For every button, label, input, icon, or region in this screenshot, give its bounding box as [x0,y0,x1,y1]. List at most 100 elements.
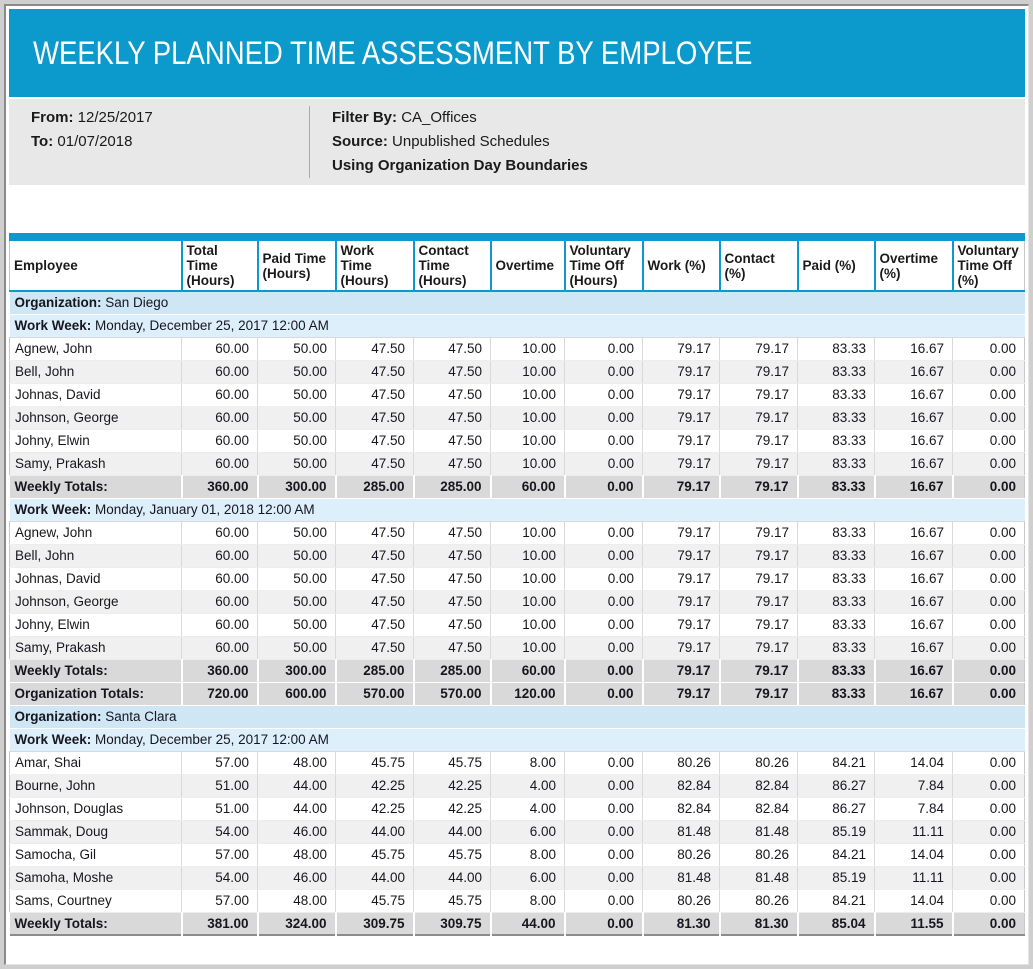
value-cell-5: 0.00 [564,751,643,775]
value-cell-6: 79.17 [642,360,720,384]
header-row: Employee Total Time (Hours) Paid Time (Hou… [9,237,1025,292]
work-week-cell: Work Week: Monday, December 25, 2017 12:… [9,314,1025,338]
value-cell-9: 7.84 [874,774,953,798]
employee-name-cell: Sams, Courtney [9,889,182,913]
value-cell-6: 79.17 [642,544,720,568]
value-cell-0: 60.00 [181,429,258,453]
employee-row: Samocha, Gil 57.00 48.00 45.75 45.75 8.00 0.00… [9,843,1025,867]
value-cell-0: 60.00 [181,452,258,476]
totals-label-cell: Weekly Totals: [9,475,183,499]
value-cell-8: 85.04 [797,912,876,936]
employee-name-cell: Johnson, George [9,406,182,430]
column-header-11: Voluntary Time Off (%) [951,237,1025,292]
value-cell-9: 16.67 [874,590,953,614]
value-cell-1: 300.00 [257,659,337,683]
value-cell-1: 50.00 [257,383,336,407]
value-cell-3: 45.75 [413,751,491,775]
value-cell-7: 82.84 [719,774,798,798]
organization-cell: Organization: Santa Clara [9,705,1025,729]
column-header-1: Total Time (Hours) [180,237,259,292]
value-cell-7: 79.17 [719,521,798,545]
value-cell-10: 0.00 [952,383,1025,407]
value-cell-8: 85.19 [797,866,875,890]
employee-row: Bell, John 60.00 50.00 47.50 47.50 10.00 0.00 7… [9,544,1025,568]
value-cell-9: 11.55 [874,912,954,936]
totals-row: Weekly Totals: 360.00 300.00 285.00 285.00 60… [9,659,1025,683]
value-cell-7: 80.26 [719,843,798,867]
column-header-10: Overtime (%) [873,237,954,292]
value-cell-8: 85.19 [797,820,875,844]
value-cell-6: 79.17 [642,682,721,706]
value-cell-5: 0.00 [564,360,643,384]
value-cell-9: 16.67 [874,383,953,407]
value-cell-8: 83.33 [797,406,875,430]
report-table: Employee Total Time (Hours) Paid Time (Hou… [9,233,1025,936]
value-cell-10: 0.00 [952,820,1025,844]
value-cell-2: 47.50 [335,452,414,476]
value-cell-4: 8.00 [490,751,565,775]
organization-row: Organization: Santa Clara [9,705,1025,729]
value-cell-4: 10.00 [490,590,565,614]
employee-name-cell: Johnas, David [9,383,182,407]
value-cell-10: 0.00 [952,360,1025,384]
value-cell-8: 83.33 [797,521,875,545]
employee-name-cell: Johny, Elwin [9,429,182,453]
employee-row: Agnew, John 60.00 50.00 47.50 47.50 10.00 0.00… [9,337,1025,361]
value-cell-7: 79.17 [719,337,798,361]
value-cell-7: 79.17 [719,682,799,706]
value-cell-7: 79.17 [719,406,798,430]
value-cell-10: 0.00 [952,406,1025,430]
value-cell-6: 79.17 [642,475,721,499]
employee-row: Sams, Courtney 57.00 48.00 45.75 45.75 8.00 0.… [9,889,1025,913]
work-week-row: Work Week: Monday, December 25, 2017 12:… [9,314,1025,338]
value-cell-4: 6.00 [490,820,565,844]
value-cell-10: 0.00 [952,866,1025,890]
value-cell-10: 0.00 [952,843,1025,867]
value-cell-3: 44.00 [413,866,491,890]
value-cell-7: 79.17 [719,429,798,453]
employee-name-cell: Johny, Elwin [9,613,182,637]
value-cell-10: 0.00 [952,337,1025,361]
value-cell-5: 0.00 [564,475,644,499]
totals-label-cell: Weekly Totals: [9,659,183,683]
value-cell-1: 50.00 [257,544,336,568]
value-cell-0: 60.00 [181,636,258,660]
value-cell-7: 79.17 [719,452,798,476]
totals-row: Organization Totals: 720.00 600.00 570.00 57… [9,682,1025,706]
value-cell-3: 45.75 [413,843,491,867]
value-cell-3: 47.50 [413,429,491,453]
value-cell-9: 11.11 [874,866,953,890]
value-cell-3: 44.00 [413,820,491,844]
value-cell-6: 81.30 [642,912,721,936]
value-cell-5: 0.00 [564,337,643,361]
value-cell-9: 16.67 [874,682,954,706]
value-cell-0: 54.00 [181,820,258,844]
to-date-line: To: 01/07/2018 [31,130,309,154]
employee-row: Sammak, Doug 54.00 46.00 44.00 44.00 6.00 0.00… [9,820,1025,844]
value-cell-6: 79.17 [642,429,720,453]
value-cell-9: 11.11 [874,820,953,844]
employee-name-cell: Bell, John [9,360,182,384]
value-cell-2: 47.50 [335,360,414,384]
value-cell-6: 79.17 [642,613,720,637]
employee-row: Samy, Prakash 60.00 50.00 47.50 47.50 10.00 0.… [9,636,1025,660]
value-cell-3: 47.50 [413,567,491,591]
value-cell-8: 83.33 [797,429,875,453]
employee-row: Agnew, John 60.00 50.00 47.50 47.50 10.00 0.00… [9,521,1025,545]
value-cell-1: 600.00 [257,682,337,706]
employee-row: Johnson, George 60.00 50.00 47.50 47.50 10.00… [9,590,1025,614]
value-cell-9: 16.67 [874,636,953,660]
employee-row: Bell, John 60.00 50.00 47.50 47.50 10.00 0.00 7… [9,360,1025,384]
value-cell-8: 84.21 [797,843,875,867]
value-cell-4: 8.00 [490,843,565,867]
value-cell-5: 0.00 [564,659,644,683]
employee-row: Johnas, David 60.00 50.00 47.50 47.50 10.00 0.… [9,567,1025,591]
report-title: WEEKLY PLANNED TIME ASSESSMENT BY EMPLOY… [33,34,753,71]
work-week-cell: Work Week: Monday, January 01, 2018 12:0… [9,498,1025,522]
value-cell-4: 10.00 [490,636,565,660]
value-cell-9: 16.67 [874,452,953,476]
date-range-panel: From: 12/25/2017 To: 01/07/2018 [9,106,309,185]
value-cell-4: 60.00 [490,659,566,683]
value-cell-0: 720.00 [181,682,259,706]
value-cell-4: 10.00 [490,521,565,545]
